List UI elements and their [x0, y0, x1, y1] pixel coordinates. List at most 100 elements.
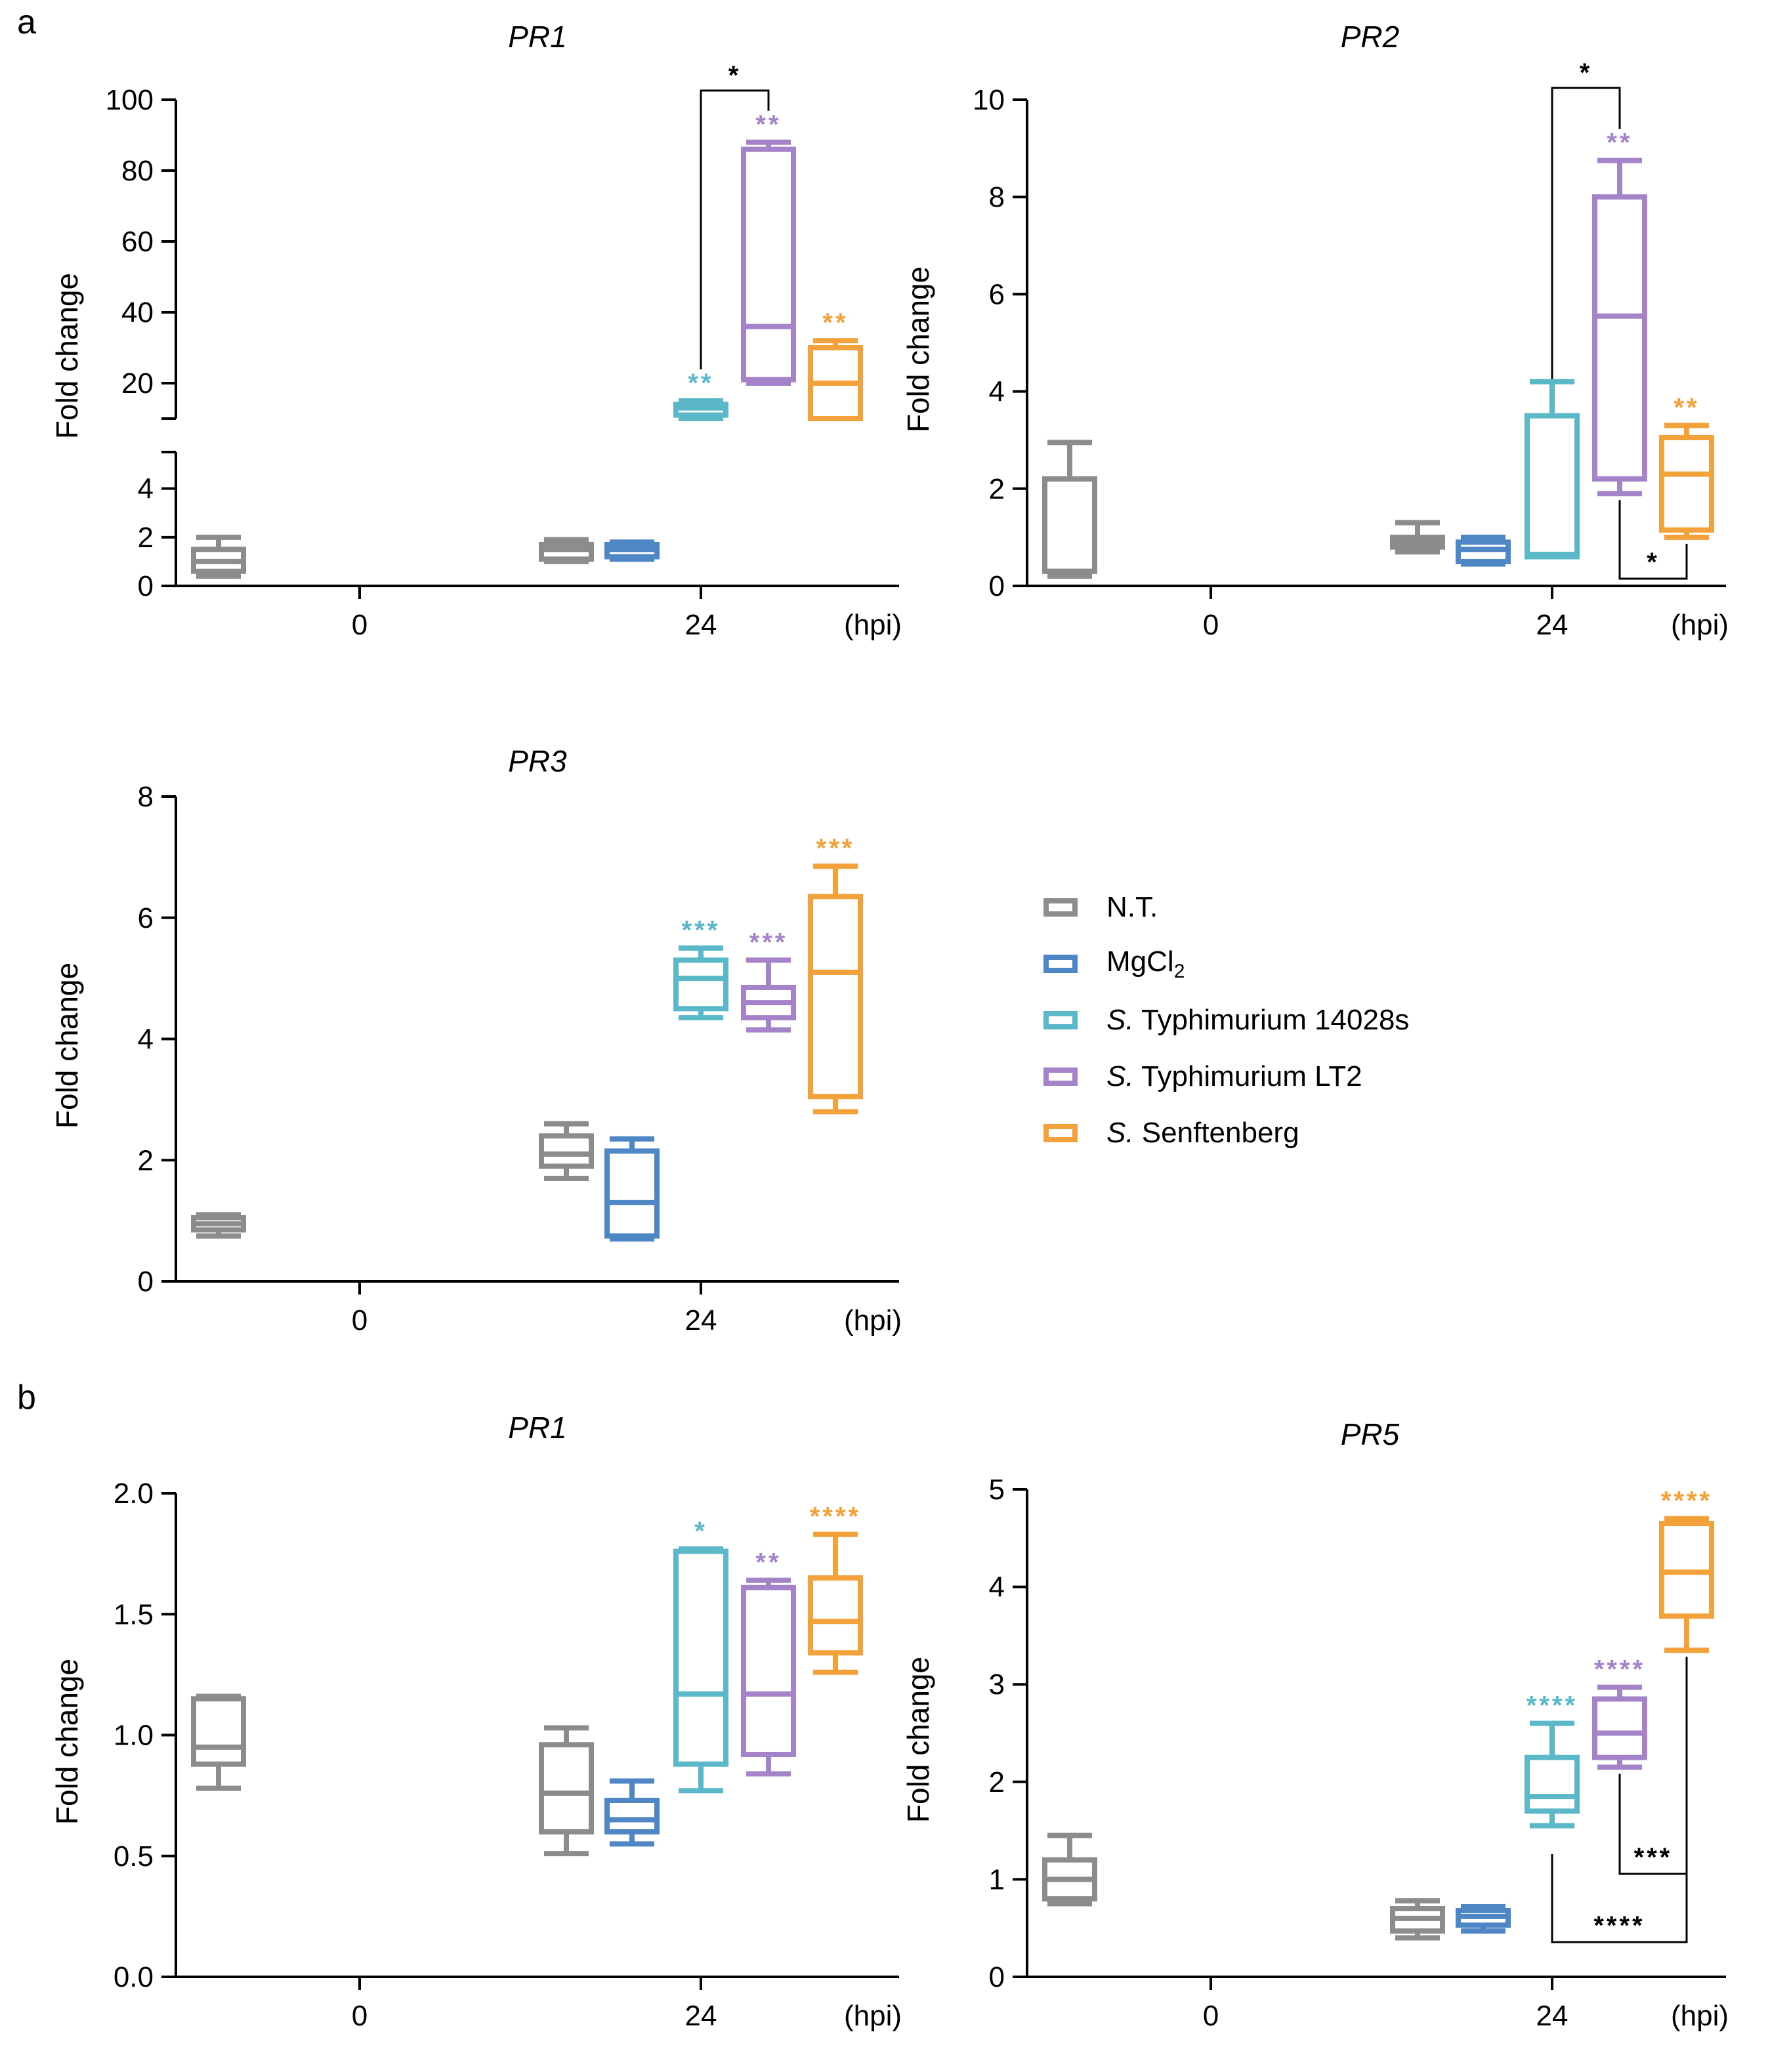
comparison-label: * [728, 61, 742, 90]
box-n-t--24 [1390, 520, 1445, 555]
legend-item-lt2: S. Typhimurium LT2 [1043, 1048, 1409, 1105]
legend-label-lt2: S. Typhimurium LT2 [1106, 1060, 1362, 1092]
legend-label-mgcl2: MgCl2 [1106, 945, 1185, 982]
y-tick-label: 2 [989, 473, 1005, 505]
y-tick-label: 20 [121, 367, 154, 400]
box-iqr [808, 1575, 863, 1656]
y-tick-label: 2.0 [114, 1478, 154, 1510]
box-n-t--0 [191, 1693, 246, 1791]
y-tick-label: 2 [989, 1766, 1005, 1798]
box-s-typhimurium-lt2-24: ** [1592, 129, 1647, 497]
comparison-bracket [1551, 1657, 1688, 1943]
y-tick-label: 8 [989, 181, 1005, 213]
legend-swatch-senftenberg [1043, 1124, 1078, 1142]
y-tick-label: 5 [989, 1474, 1005, 1506]
y-axis-label: Fold change [901, 1657, 935, 1823]
significance-label: ** [1607, 129, 1632, 157]
y-tick-label: 1.0 [114, 1720, 154, 1752]
box-mgcl2-24 [1456, 1904, 1511, 1934]
box-iqr [673, 957, 728, 1012]
y-tick-label: 4 [989, 376, 1005, 408]
box-iqr [604, 1148, 660, 1239]
y-axis-label: Fold change [50, 963, 84, 1129]
x-tick-label: 0 [352, 609, 368, 641]
x-tick-label: 0 [1203, 609, 1219, 641]
significance-label: ** [822, 308, 848, 337]
y-tick-label: 4 [989, 1571, 1005, 1604]
x-tick-label: 24 [1536, 2000, 1568, 2032]
panel-label-b: b [17, 1378, 36, 1417]
comparison-label: *** [1634, 1843, 1673, 1872]
box-s-typhimurium-14028s-24 [1525, 379, 1580, 560]
y-tick-label: 8 [138, 781, 154, 813]
legend-item-14028s: S. Typhimurium 14028s [1043, 992, 1409, 1048]
x-unit-label: (hpi) [1671, 2000, 1729, 2032]
legend-swatch-lt2 [1043, 1067, 1078, 1086]
box-n-t--24 [539, 537, 594, 564]
box-n-t--0 [191, 534, 246, 579]
x-tick-label: 0 [352, 1304, 368, 1336]
y-tick-label: 4 [138, 1024, 154, 1056]
box-n-t--24 [539, 1725, 594, 1857]
x-unit-label: (hpi) [844, 1304, 902, 1336]
box-s-senftenberg-24: **** [808, 1502, 863, 1675]
box-s-typhimurium-lt2-24: ** [741, 110, 796, 386]
x-unit-label: (hpi) [1671, 609, 1729, 641]
box-s-typhimurium-lt2-24: ** [741, 1548, 796, 1777]
box-s-senftenberg-24: **** [1659, 1487, 1714, 1653]
significance-label: **** [810, 1502, 861, 1531]
box-mgcl2-24 [604, 539, 660, 562]
y-tick-label: 0 [138, 570, 154, 602]
box-s-typhimurium-14028s-24: *** [673, 916, 728, 1021]
x-tick-label: 0 [1203, 2000, 1219, 2032]
legend-swatch-mgcl2 [1043, 955, 1078, 973]
significance-label: *** [816, 834, 855, 863]
y-tick-label: 0 [989, 570, 1005, 602]
y-tick-label: 100 [106, 84, 154, 116]
legend-item-senftenberg: S. Senftenberg [1043, 1105, 1409, 1161]
box-mgcl2-24 [1456, 534, 1511, 567]
y-tick-label: 6 [138, 902, 154, 934]
y-axis-label: Fold change [50, 1659, 84, 1825]
significance-label: ** [755, 110, 781, 139]
x-unit-label: (hpi) [844, 2000, 902, 2032]
x-unit-label: (hpi) [844, 609, 902, 641]
significance-label: *** [682, 916, 721, 945]
chart-title: PR1 [508, 1411, 566, 1445]
y-tick-label: 80 [121, 155, 154, 187]
box-s-typhimurium-14028s-24: ** [673, 369, 728, 421]
legend-item-mgcl2: MgCl2 [1043, 936, 1409, 992]
chart-title: PR1 [508, 20, 566, 54]
legend-label-14028s: S. Typhimurium 14028s [1106, 1004, 1410, 1036]
box-s-typhimurium-14028s-24: * [673, 1517, 728, 1794]
legend-label-senftenberg: S. Senftenberg [1106, 1117, 1299, 1149]
comparison-bracket [700, 89, 770, 369]
box-s-typhimurium-14028s-24: **** [1525, 1691, 1580, 1829]
chart-title: PR5 [1341, 1417, 1400, 1451]
y-tick-label: 1.5 [114, 1598, 154, 1630]
legend-swatch-14028s [1043, 1011, 1078, 1029]
comparison-label: **** [1593, 1911, 1645, 1940]
y-tick-label: 0 [138, 1266, 154, 1298]
y-tick-label: 6 [989, 278, 1005, 310]
significance-label: **** [1526, 1691, 1578, 1720]
box-s-typhimurium-lt2-24: *** [741, 928, 796, 1033]
chart-title: PR3 [508, 744, 567, 778]
significance-label: *** [749, 928, 788, 957]
box-n-t--0 [1042, 1833, 1097, 1907]
significance-label: ** [688, 369, 713, 398]
y-tick-label: 2 [138, 1144, 154, 1176]
box-iqr [539, 1742, 594, 1834]
box-s-senftenberg-24: *** [808, 834, 863, 1115]
box-n-t--0 [191, 1212, 246, 1239]
box-iqr [741, 146, 796, 383]
legend-item-nt: N.T. [1043, 879, 1409, 936]
y-tick-label: 0 [989, 1961, 1005, 1993]
box-s-senftenberg-24: ** [1659, 393, 1714, 540]
box-iqr [1659, 434, 1714, 533]
box-iqr [741, 1585, 796, 1757]
box-iqr [1525, 413, 1580, 560]
legend-swatch-nt [1043, 898, 1078, 917]
